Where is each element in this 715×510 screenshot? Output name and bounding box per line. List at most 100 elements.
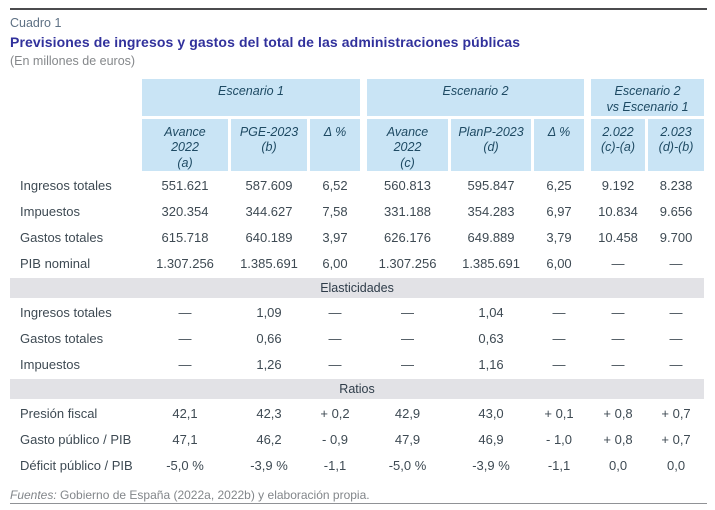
group-spacer [587, 174, 588, 197]
value-cell: — [611, 304, 625, 320]
col-header-pge-2023-b: PGE-2023 (b) [231, 119, 307, 171]
value-cell: 47,1 [172, 431, 198, 447]
top-rule [10, 8, 707, 10]
row-label: Gastos totales [20, 330, 104, 346]
col-header-avance-2022-c: Avance 2022 (c) [367, 119, 449, 171]
value-cell: 1,26 [256, 356, 282, 372]
value-cell: — [401, 304, 415, 320]
value-cell: -5,0 % [388, 457, 427, 473]
table-row-elasticidad-ingresos: Ingresos totales — 1,09 — — 1,04 — — — [10, 301, 704, 324]
group-spacer [587, 200, 588, 223]
value-cell: 0,0 [608, 457, 628, 473]
value-cell: — [552, 304, 566, 320]
table-row-elasticidad-impuestos: Impuestos — 1,26 — — 1,16 — — — [10, 353, 704, 376]
group-spacer [363, 402, 364, 425]
value-cell: 0,66 [256, 330, 282, 346]
value-cell: 587.609 [245, 177, 293, 193]
group-header-escenario-1: Escenario 1 [142, 79, 361, 116]
value-cell: 46,2 [256, 431, 282, 447]
value-cell: — [669, 330, 683, 346]
value-cell: 649.889 [467, 229, 515, 245]
value-cell: 0,0 [667, 457, 686, 473]
source-text: Gobierno de España (2022a, 2022b) y elab… [56, 487, 370, 502]
table-title: Previsiones de ingresos y gastos del tot… [10, 34, 521, 50]
value-cell: -3,9 % [472, 457, 510, 473]
value-cell: — [552, 330, 566, 346]
bottom-rule [10, 503, 707, 504]
corner-cell [10, 119, 139, 171]
value-cell: 354.283 [467, 203, 515, 219]
value-cell: -1,1 [323, 457, 347, 473]
value-cell: — [328, 356, 342, 372]
group-spacer [363, 119, 364, 171]
table-row-gastos-totales: Gastos totales 615.718 640.189 3,97 626.… [10, 226, 704, 249]
col-header-2022-c-a: 2.022 (c)-(a) [591, 119, 646, 171]
value-cell: 1.307.256 [156, 255, 214, 271]
value-cell: - 1,0 [546, 431, 573, 447]
table-units: (En millones de euros) [10, 54, 136, 68]
value-cell: 640.189 [245, 229, 293, 245]
value-cell: 331.188 [384, 203, 432, 219]
value-cell: 320.354 [161, 203, 209, 219]
group-spacer [363, 200, 364, 223]
value-cell: + 0,8 [603, 431, 633, 447]
value-cell: 6,52 [322, 177, 348, 193]
value-cell: 551.621 [161, 177, 209, 193]
value-cell: — [328, 304, 342, 320]
group-header-row: Escenario 1 Escenario 2 Escenario 2 vs E… [10, 79, 705, 116]
value-cell: — [328, 330, 342, 346]
table-row-pib-nominal: PIB nominal 1.307.256 1.385.691 6,00 1.3… [10, 252, 704, 275]
row-label: Ingresos totales [20, 177, 112, 193]
section-header-elasticidades: Elasticidades [10, 277, 705, 298]
row-label: Déficit público / PIB [20, 457, 133, 473]
value-cell: 1.307.256 [378, 255, 437, 271]
value-cell: -5,0 % [166, 457, 204, 473]
corner-cell [10, 79, 139, 116]
value-cell: — [669, 255, 683, 271]
row-label: PIB nominal [20, 255, 91, 271]
value-cell: 9.192 [601, 177, 635, 193]
section-band-row: Elasticidades [10, 277, 705, 298]
group-spacer [363, 79, 364, 116]
value-cell: 1.385.691 [462, 255, 520, 271]
group-spacer [587, 79, 588, 116]
group-spacer [587, 226, 588, 249]
value-cell: + 0,7 [661, 431, 691, 447]
value-cell: -1,1 [547, 457, 571, 473]
value-cell: — [552, 356, 566, 372]
value-cell: — [669, 304, 683, 320]
group-spacer [363, 353, 364, 376]
value-cell: 6,25 [546, 177, 572, 193]
group-spacer [363, 252, 364, 275]
value-cell: 9.700 [659, 229, 693, 245]
value-cell: 46,9 [478, 431, 504, 447]
group-spacer [587, 402, 588, 425]
value-cell: — [611, 255, 625, 271]
value-cell: -3,9 % [250, 457, 288, 473]
group-spacer [363, 327, 364, 350]
value-cell: 6,00 [546, 255, 572, 271]
value-cell: 344.627 [245, 203, 293, 219]
forecast-table: Escenario 1 Escenario 2 Escenario 2 vs E… [7, 76, 707, 480]
table-row-deficit-publico-pib: Déficit público / PIB -5,0 % -3,9 % -1,1… [10, 454, 704, 477]
value-cell: 42,9 [394, 405, 421, 421]
value-cell: 1,04 [478, 304, 504, 320]
col-header-delta-pct-1: Δ % [310, 119, 361, 171]
value-cell: + 0,8 [603, 405, 633, 421]
row-label: Presión fiscal [20, 405, 98, 421]
value-cell: 6,97 [546, 203, 572, 219]
value-cell: 43,0 [478, 405, 504, 421]
col-header-2023-d-b: 2.023 (d)-(b) [648, 119, 705, 171]
value-cell: 10.458 [598, 229, 638, 245]
section-header-ratios: Ratios [10, 378, 705, 399]
group-spacer [587, 454, 588, 477]
value-cell: — [401, 330, 415, 346]
value-cell: 615.718 [161, 229, 209, 245]
value-cell: 7,58 [322, 203, 348, 219]
group-spacer [363, 226, 364, 249]
row-label: Gasto público / PIB [20, 431, 132, 447]
value-cell: 6,00 [322, 255, 348, 271]
col-header-avance-2022-a: Avance 2022 (a) [142, 119, 228, 171]
col-header-planp-2023-d: PlanP-2023 (d) [451, 119, 532, 171]
group-spacer [363, 428, 364, 451]
